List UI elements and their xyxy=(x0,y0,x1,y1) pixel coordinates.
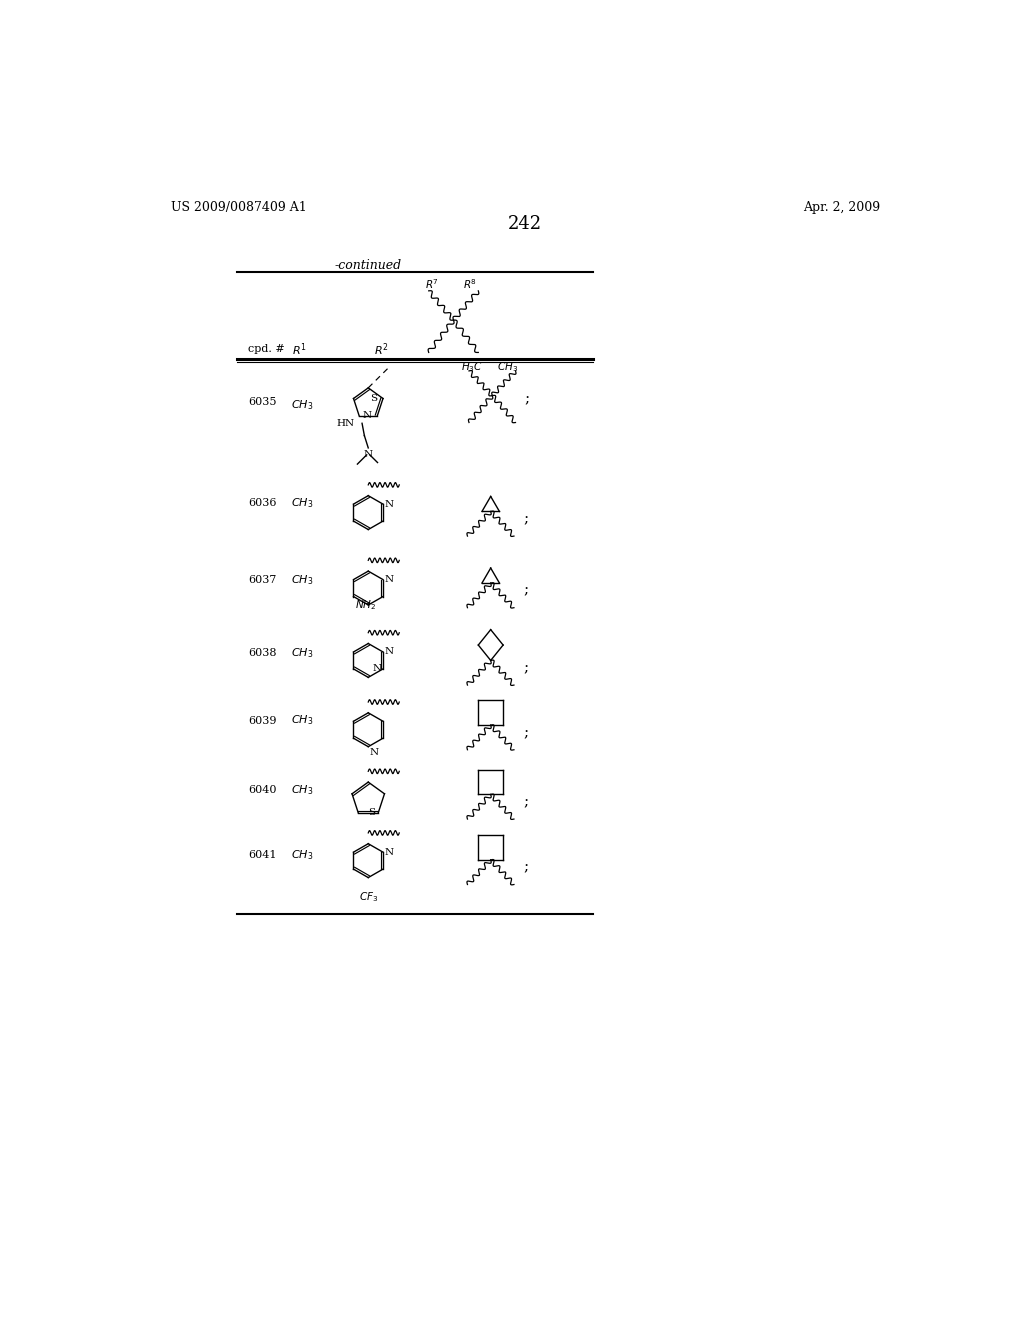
Text: 6041: 6041 xyxy=(248,850,276,861)
Text: $NH_2$: $NH_2$ xyxy=(355,598,377,612)
Text: $R^7$: $R^7$ xyxy=(425,277,439,290)
Text: 242: 242 xyxy=(508,215,542,232)
Text: ;: ; xyxy=(523,583,528,598)
Text: N: N xyxy=(385,500,393,508)
Text: ;: ; xyxy=(523,512,528,527)
Text: $R^8$: $R^8$ xyxy=(464,277,477,290)
Text: N: N xyxy=(385,576,393,583)
Text: 6035: 6035 xyxy=(248,397,276,407)
Text: -continued: -continued xyxy=(335,259,401,272)
Text: $CH_3$: $CH_3$ xyxy=(291,783,313,797)
Text: ;: ; xyxy=(523,795,528,809)
Text: ;: ; xyxy=(524,392,530,407)
Text: Apr. 2, 2009: Apr. 2, 2009 xyxy=(803,201,880,214)
Text: US 2009/0087409 A1: US 2009/0087409 A1 xyxy=(171,201,306,214)
Text: N: N xyxy=(364,450,373,459)
Text: S: S xyxy=(371,393,378,403)
Text: $CF_3$: $CF_3$ xyxy=(358,890,378,904)
Text: 6036: 6036 xyxy=(248,499,276,508)
Text: ;: ; xyxy=(523,726,528,739)
Text: $CH_3$: $CH_3$ xyxy=(291,399,313,412)
Text: $R^2$: $R^2$ xyxy=(375,341,389,358)
Text: 6040: 6040 xyxy=(248,785,276,795)
Text: ;: ; xyxy=(523,861,528,875)
Text: cpd. #: cpd. # xyxy=(248,345,285,354)
Text: $CH_3$: $CH_3$ xyxy=(291,849,313,862)
Text: $CH_3$: $CH_3$ xyxy=(498,360,518,374)
Text: $H_3C$: $H_3C$ xyxy=(461,360,483,374)
Text: 6039: 6039 xyxy=(248,715,276,726)
Text: ;: ; xyxy=(523,661,528,675)
Text: $CH_3$: $CH_3$ xyxy=(291,573,313,587)
Text: S: S xyxy=(368,808,375,817)
Text: $CH_3$: $CH_3$ xyxy=(291,496,313,511)
Text: N: N xyxy=(362,412,372,420)
Text: N: N xyxy=(385,648,393,656)
Text: $CH_3$: $CH_3$ xyxy=(291,645,313,660)
Text: $CH_3$: $CH_3$ xyxy=(291,714,313,727)
Text: HN: HN xyxy=(336,418,354,428)
Text: 6037: 6037 xyxy=(248,576,276,585)
Text: N: N xyxy=(385,847,393,857)
Text: N: N xyxy=(370,748,379,758)
Text: 6038: 6038 xyxy=(248,648,276,657)
Text: N: N xyxy=(373,664,382,673)
Text: $R^1$: $R^1$ xyxy=(292,341,307,358)
